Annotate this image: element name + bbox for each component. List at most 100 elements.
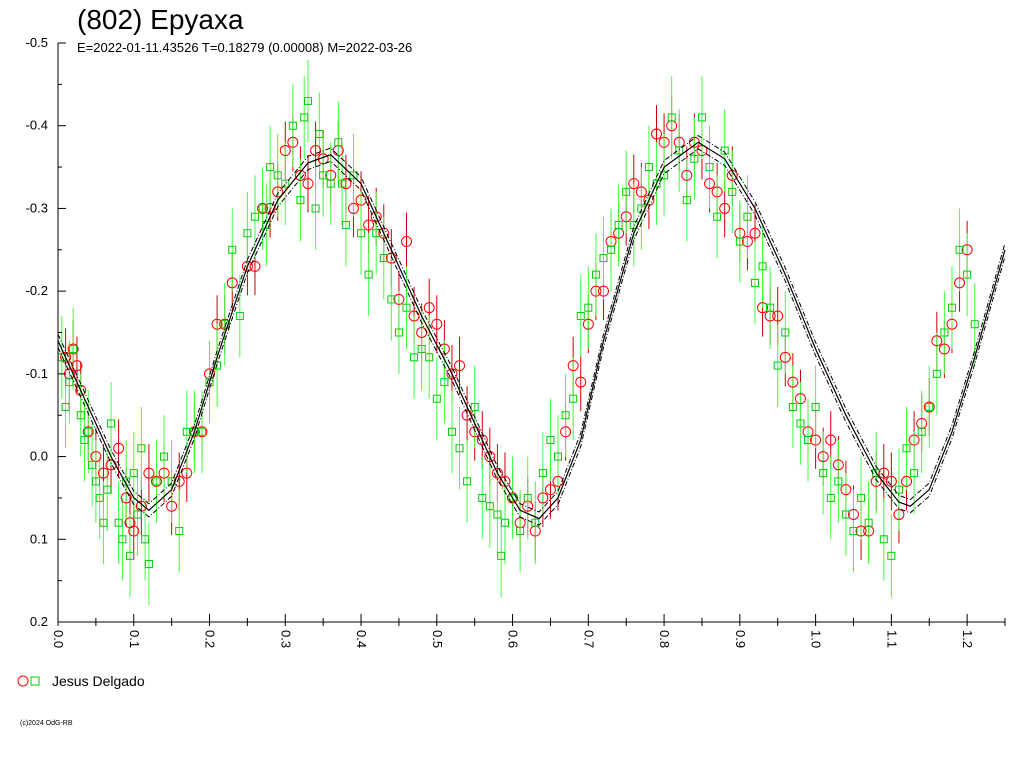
data-point-circle-47 (400, 236, 412, 248)
data-point-square-108 (766, 303, 775, 312)
data-point-square-55 (372, 229, 381, 238)
data-point-square-99 (697, 113, 706, 122)
data-point-circle-4 (75, 384, 87, 396)
data-point-square-82 (569, 394, 578, 403)
y-tick-label-7: 0.2 (30, 614, 48, 629)
data-point-square-17 (129, 469, 138, 478)
data-point-circle-94 (757, 302, 769, 314)
data-point-square-47 (319, 171, 328, 180)
data-point-square-111 (788, 402, 797, 411)
y-tick-label-6: 0.1 (30, 531, 48, 546)
x-tick-label-6: 0.6 (506, 630, 521, 648)
data-point-square-110 (781, 328, 790, 337)
lightcurve-plot: -0.5-0.4-0.3-0.2-0.10.00.10.20.0 0.1 0.2 0.… (26, 35, 1006, 648)
data-point-square-42 (296, 196, 305, 205)
data-point-square-120 (857, 493, 866, 502)
data-point-circle-81 (658, 136, 670, 148)
data-point-circle-66 (544, 484, 556, 496)
data-point-square-127 (910, 469, 919, 478)
x-tick-label-5: 0.5 (430, 630, 445, 648)
data-point-square-103 (728, 187, 737, 196)
data-point-square-95 (667, 113, 676, 122)
data-point-circle-32 (287, 136, 299, 148)
data-point-circle-111 (885, 475, 897, 487)
data-point-circle-121 (961, 244, 973, 256)
data-point-square-56 (379, 254, 388, 263)
data-point-square-116 (826, 493, 835, 502)
data-point-square-26 (182, 427, 191, 436)
data-point-square-134 (963, 270, 972, 279)
data-point-square-129 (925, 402, 934, 411)
data-point-square-40 (281, 179, 290, 188)
data-point-square-114 (811, 402, 820, 411)
y-tick-label-5: 0.0 (30, 449, 48, 464)
data-point-square-65 (447, 427, 456, 436)
data-point-circle-15 (150, 475, 162, 487)
data-point-square-119 (849, 527, 858, 536)
data-point-square-7 (88, 460, 97, 469)
data-point-square-118 (841, 510, 850, 519)
data-point-square-70 (485, 502, 494, 511)
data-point-square-20 (141, 535, 150, 544)
data-point-square-21 (144, 560, 153, 569)
data-point-square-50 (338, 179, 347, 188)
legend: Jesus Delgado (17, 673, 145, 689)
data-point-circle-96 (772, 310, 784, 322)
data-point-circle-98 (787, 376, 799, 388)
data-point-circle-73 (597, 285, 609, 297)
data-point-square-45 (311, 204, 320, 213)
data-point-square-1 (61, 402, 70, 411)
data-point-circle-17 (166, 500, 178, 512)
data-point-circle-76 (620, 211, 632, 223)
data-point-square-77 (531, 518, 540, 527)
data-point-circle-19 (181, 467, 193, 479)
data-point-square-98 (690, 154, 699, 163)
data-point-square-69 (478, 493, 487, 502)
data-point-square-27 (190, 427, 199, 436)
data-point-circle-2 (67, 343, 79, 355)
data-point-square-44 (304, 96, 313, 105)
data-point-circle-112 (893, 508, 905, 520)
data-point-circle-84 (681, 169, 693, 181)
data-point-square-29 (205, 378, 214, 387)
data-point-square-41 (288, 121, 297, 130)
y-tick-label-2: -0.3 (26, 200, 48, 215)
data-point-square-33 (235, 311, 244, 320)
data-point-square-35 (250, 212, 259, 221)
fit-curve-upper (57, 134, 1006, 513)
data-point-square-3 (69, 345, 78, 354)
x-tick-label-9: 0.9 (733, 630, 748, 648)
data-point-square-16 (125, 551, 134, 560)
data-point-square-89 (622, 187, 631, 196)
data-point-square-117 (834, 477, 843, 486)
data-point-circle-55 (461, 409, 473, 421)
data-point-square-85 (591, 270, 600, 279)
data-point-circle-30 (272, 186, 284, 198)
data-point-square-57 (387, 295, 396, 304)
data-point-square-11 (103, 485, 112, 494)
data-point-square-131 (940, 328, 949, 337)
x-tick-label-4: 0.4 (354, 630, 369, 648)
data-point-circle-58 (484, 451, 496, 463)
fit-curve-lower (57, 148, 1006, 526)
data-point-circle-26 (241, 260, 253, 272)
data-point-circle-9 (113, 442, 125, 454)
data-point-square-22 (152, 477, 161, 486)
data-point-circle-23 (211, 318, 223, 330)
data-point-circle-10 (120, 492, 132, 504)
data-point-square-135 (970, 320, 979, 329)
data-point-square-132 (947, 303, 956, 312)
data-point-square-88 (614, 220, 623, 229)
data-point-circle-106 (847, 508, 859, 520)
x-tick-label-12: 1.2 (960, 630, 975, 648)
data-point-circle-89 (719, 202, 731, 214)
data-point-circle-44 (378, 227, 390, 239)
data-point-circle-0 (60, 351, 72, 363)
data-point-square-58 (394, 328, 403, 337)
data-point-circle-31 (279, 145, 291, 157)
data-point-circle-51 (431, 318, 443, 330)
data-point-square-28 (197, 427, 206, 436)
data-point-circle-93 (749, 227, 761, 239)
data-point-square-38 (266, 163, 275, 172)
legend-label: Jesus Delgado (52, 673, 145, 689)
